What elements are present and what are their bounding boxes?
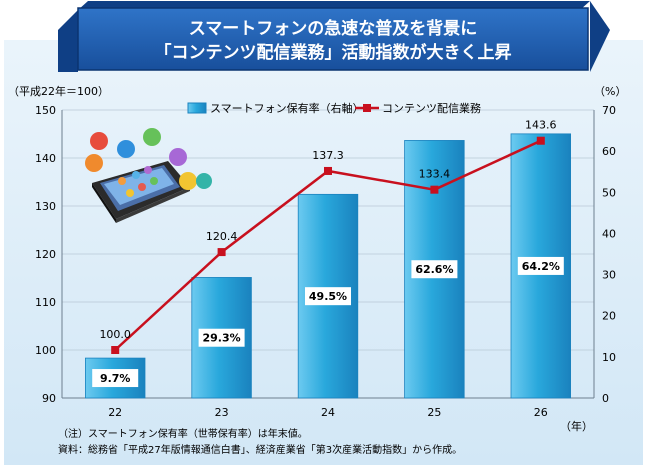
left-axis-ticks: 90 100 110 120 130 140 150 — [35, 104, 56, 405]
x-axis-tick-label: 25 — [427, 406, 441, 419]
legend-line-label: コンテンツ配信業務 — [382, 101, 481, 115]
right-axis-tick-label: 60 — [602, 145, 616, 158]
x-axis-tick-label: 23 — [215, 406, 229, 419]
line-value-label: 133.4 — [419, 168, 451, 181]
bar-value-labels: 9.7% 29.3% 49.5% 62.6% 64.2% — [92, 256, 564, 388]
title-banner: スマートフォンの急速な普及を背景に 「コンテンツ配信業務」活動指数が大きく上昇 — [58, 1, 610, 72]
left-axis-tick-label: 140 — [35, 152, 56, 165]
bar-label-box — [92, 369, 139, 388]
right-axis-unit: （%） — [594, 85, 626, 98]
line-value-labels: 100.0 120.4 137.3 133.4 143.6 — [99, 119, 556, 341]
smartphone-illustration — [85, 128, 212, 223]
left-axis-tick-label: 110 — [35, 296, 56, 309]
note-line2: 資料：総務省「平成27年版情報通信白書」、経済産業省「第3次産業活動指数」から作… — [58, 443, 462, 456]
legend-line-marker — [363, 104, 371, 112]
note-line1: （注）スマートフォン保有率（世帯保有率）は年末値。 — [58, 427, 308, 440]
line-value-label: 100.0 — [99, 328, 131, 341]
bar-label-box — [305, 287, 351, 306]
right-axis-tick-label: 70 — [602, 104, 616, 117]
right-axis-tick-label: 0 — [602, 392, 609, 405]
x-axis-unit: （年） — [560, 419, 593, 433]
chart-title-line2: 「コンテンツ配信業務」活動指数が大きく上昇 — [155, 42, 512, 63]
bar-value-label: 29.3% — [203, 332, 241, 345]
bar-value-label: 62.6% — [415, 263, 453, 276]
bar-value-label: 49.5% — [309, 290, 347, 303]
bar-label-box — [411, 260, 458, 279]
line-series — [111, 136, 545, 354]
bar-value-label: 9.7% — [100, 372, 131, 385]
left-axis-tick-label: 150 — [35, 104, 56, 117]
x-axis-tick-label: 22 — [108, 406, 122, 419]
line-marker-23 — [217, 248, 226, 257]
legend-bar-label: スマートフォン保有率（右軸） — [210, 101, 364, 115]
right-axis-tick-label: 10 — [602, 351, 616, 364]
x-axis-tick-label: 26 — [534, 406, 548, 419]
left-axis-tick-label: 120 — [35, 248, 56, 261]
app-bubble-icon — [85, 128, 212, 190]
left-axis-tick-label: 90 — [42, 392, 56, 405]
legend-bar-swatch — [187, 102, 207, 114]
legend: スマートフォン保有率（右軸） コンテンツ配信業務 — [187, 101, 481, 115]
line-marker-25 — [430, 185, 439, 194]
right-axis-tick-label: 20 — [602, 310, 616, 323]
line-value-label: 137.3 — [312, 149, 344, 162]
right-axis-ticks: 0 10 20 30 40 50 60 70 — [602, 104, 616, 405]
line-value-label: 143.6 — [525, 119, 557, 132]
line-value-label: 120.4 — [206, 230, 238, 243]
left-axis-tick-label: 100 — [35, 344, 56, 357]
x-axis-tick-label: 24 — [321, 406, 335, 419]
left-axis-tick-label: 130 — [35, 200, 56, 213]
bar-label-box — [198, 328, 245, 347]
line-marker-22 — [111, 346, 120, 354]
bar-label-box — [517, 256, 564, 275]
line-marker-24 — [324, 166, 332, 175]
chart-title-line1: スマートフォンの急速な普及を背景に — [189, 18, 478, 39]
right-axis-tick-label: 50 — [602, 186, 616, 199]
bar-value-label: 64.2% — [522, 260, 560, 273]
x-axis-ticks: 22 23 24 25 26 — [108, 406, 548, 419]
right-axis-tick-label: 40 — [602, 227, 616, 240]
right-axis-tick-label: 30 — [602, 269, 616, 282]
left-axis-unit: （平成22年＝100） — [8, 84, 109, 98]
line-marker-26 — [536, 136, 545, 145]
